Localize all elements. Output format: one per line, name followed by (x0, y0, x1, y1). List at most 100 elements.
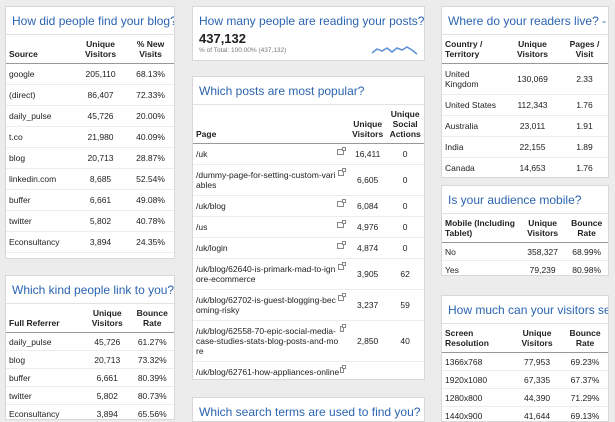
page-path[interactable]: /uk/blog/62558-70-epic-social-media-case… (196, 326, 340, 356)
page-path[interactable]: /uk/blog/62702-is-guest-blogging-becomin… (196, 295, 338, 315)
external-link-icon[interactable] (337, 243, 344, 249)
page-path[interactable]: /uk/blog/62761-how-appliances-online-wen… (196, 367, 340, 380)
popular-title[interactable]: Which posts are most popular? (193, 77, 424, 105)
row-value: 67,335 (512, 371, 562, 389)
external-link-icon[interactable] (337, 201, 344, 207)
col-source[interactable]: Source (6, 35, 74, 64)
page-path[interactable]: /uk (196, 149, 207, 159)
page-path[interactable]: /dummy-page-for-setting-custom-variables (196, 170, 338, 190)
col-unique-visitors[interactable]: Unique Visitors (349, 105, 386, 144)
search-terms-title[interactable]: Which search terms are used to find you? (193, 398, 424, 422)
external-link-icon[interactable] (340, 367, 344, 373)
row-label: t.co (6, 127, 74, 148)
page-path[interactable]: /us (196, 222, 207, 232)
col-unique-visitors[interactable]: Unique Visitors (504, 35, 561, 64)
col-bounce-rate[interactable]: Bounce Rate (131, 304, 175, 333)
col-new-visits[interactable]: % New Visits (127, 35, 174, 64)
col-bounce-rate[interactable]: Bounce Rate (562, 324, 608, 353)
page-path[interactable]: /uk/blog (196, 201, 226, 211)
row-value: 68.99% (565, 243, 608, 261)
external-link-icon[interactable] (340, 326, 344, 332)
row-value: 23,011 (504, 116, 561, 137)
reading-title[interactable]: How many people are reading your posts? (193, 7, 424, 31)
row-value: 8,685 (74, 169, 127, 190)
mobile-title[interactable]: Is your audience mobile? (442, 186, 608, 214)
col-full-referrer[interactable]: Full Referrer (6, 304, 84, 333)
table-row[interactable]: /dummy-page-for-setting-custom-variables… (193, 165, 424, 196)
row-value: 2.33 (561, 64, 608, 95)
row-value: 3,620 (74, 253, 127, 260)
row-value: 80.39% (131, 369, 175, 387)
col-unique-visitors[interactable]: Unique Visitors (512, 324, 562, 353)
row-value: 16,411 (349, 144, 386, 165)
readers-live-title[interactable]: Where do your readers live? - Top 5 (442, 7, 608, 35)
col-bounce-rate[interactable]: Bounce Rate (565, 214, 608, 243)
table-row[interactable]: /uk/blog/62640-is-primark-mad-to-ignore-… (193, 259, 424, 290)
row-label: Australia (442, 116, 504, 137)
col-page[interactable]: Page (193, 105, 349, 144)
row-value: 44,390 (512, 389, 562, 407)
table-row[interactable]: /uk/blog/62558-70-epic-social-media-case… (193, 321, 424, 362)
table-row[interactable]: /uk/blog/62761-how-appliances-online-wen… (193, 362, 424, 381)
external-link-icon[interactable] (337, 222, 344, 228)
row-value: 4,874 (349, 238, 386, 259)
page-path-cell: /dummy-page-for-setting-custom-variables (193, 165, 349, 196)
col-screen-resolution[interactable]: Screen Resolution (442, 324, 512, 353)
table-row[interactable]: /uk/blog/62702-is-guest-blogging-becomin… (193, 290, 424, 321)
row-value: 205,110 (74, 64, 127, 85)
table-row[interactable]: bing3,62072.01% (6, 253, 174, 260)
page-path[interactable]: /uk/blog/62640-is-primark-mad-to-ignore-… (196, 264, 338, 284)
external-link-icon[interactable] (338, 295, 344, 301)
col-unique-visitors[interactable]: Unique Visitors (84, 304, 131, 333)
row-value: 71.29% (562, 389, 608, 407)
external-link-icon[interactable] (337, 149, 344, 155)
row-label: United Kingdom (442, 64, 504, 95)
col-unique-visitors[interactable]: Unique Visitors (74, 35, 127, 64)
col-pages-visit[interactable]: Pages / Visit (561, 35, 608, 64)
row-value: 5,802 (84, 387, 131, 405)
row-value: 80.98% (565, 261, 608, 277)
row-label: India (442, 137, 504, 158)
external-link-icon[interactable] (338, 264, 344, 270)
screen-title[interactable]: How much can your visitors see? (442, 296, 608, 324)
row-value: 6,084 (349, 196, 386, 217)
col-unique-visitors[interactable]: Unique Visitors (520, 214, 565, 243)
col-country[interactable]: Country / Territory (442, 35, 504, 64)
link-to-you-title[interactable]: Which kind people link to you? (6, 276, 174, 304)
col-mobile[interactable]: Mobile (Including Tablet) (442, 214, 520, 243)
row-label: bing (6, 253, 74, 260)
col-social-actions[interactable]: Unique Social Actions (386, 105, 424, 144)
page-path[interactable]: /uk/login (196, 243, 228, 253)
external-link-icon[interactable] (338, 170, 344, 176)
find-blog-title[interactable]: How did people find your blog? (6, 7, 174, 35)
